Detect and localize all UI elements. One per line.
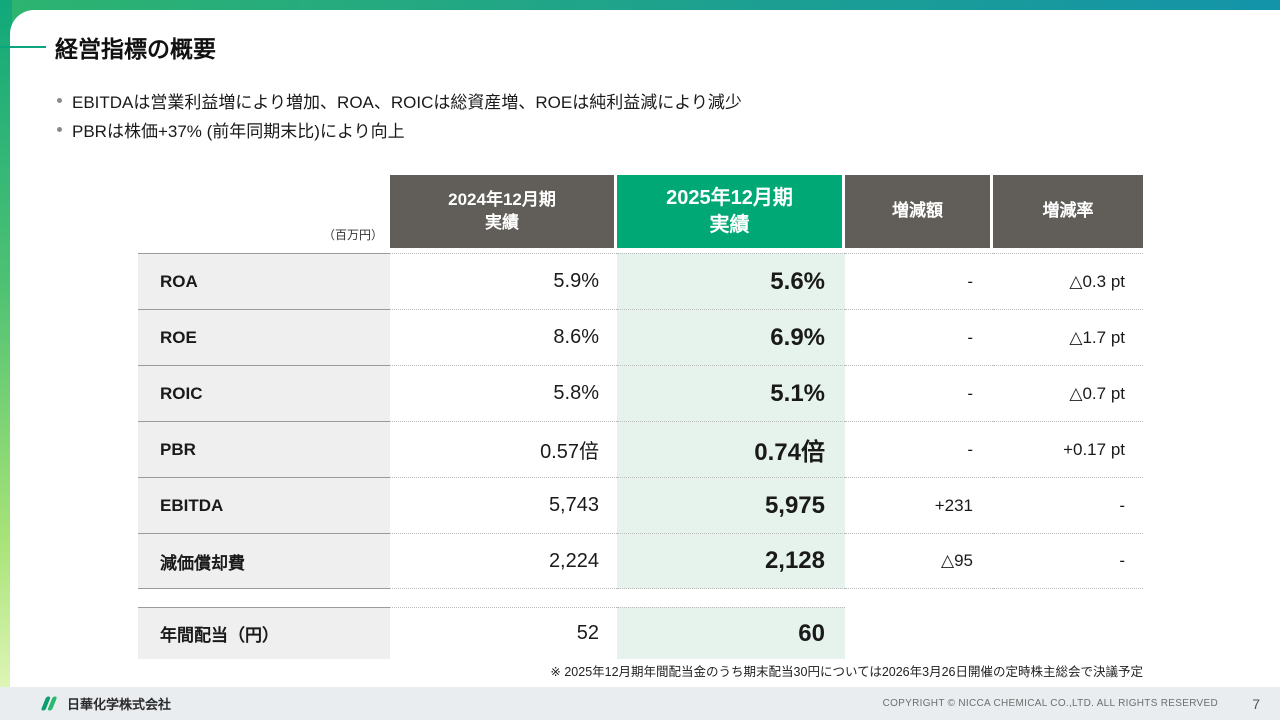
row-label: 減価償却費 [138, 533, 390, 589]
row-label: PBR [138, 421, 390, 477]
column-header-diff: 増減額 [845, 175, 993, 248]
summary-bullets: EBITDAは営業利益増により増加、ROA、ROICは総資産増、ROEは純利益減… [57, 86, 742, 144]
column-header-2025: 2025年12月期 実績 [617, 175, 845, 248]
cell-diff: - [845, 309, 993, 365]
page-title: 経営指標の概要 [55, 36, 216, 62]
cell-2025: 60 [617, 607, 845, 659]
cell-2025: 5.1% [617, 365, 845, 421]
bullet-item: PBRは株価+37% (前年同期末比)により向上 [57, 115, 742, 144]
cell-2025: 0.74倍 [617, 421, 845, 477]
empty-cell [993, 607, 1143, 659]
bullet-dot-icon [57, 127, 62, 132]
cell-2025: 5.6% [617, 253, 845, 309]
metrics-table: （百万円） 2024年12月期 実績 2025年12月期 実績 増減額 増減率 … [138, 175, 1143, 659]
cell-2024: 2,224 [390, 533, 617, 589]
cell-2024: 8.6% [390, 309, 617, 365]
cell-2024: 0.57倍 [390, 421, 617, 477]
column-header-rate: 増減率 [993, 175, 1143, 248]
bullet-text: PBRは株価+37% (前年同期末比)により向上 [72, 122, 405, 141]
empty-cell [845, 607, 993, 659]
row-label: EBITDA [138, 477, 390, 533]
row-label: ROA [138, 253, 390, 309]
cell-rate: - [993, 477, 1143, 533]
cell-diff: △95 [845, 533, 993, 589]
bullet-dot-icon [57, 98, 62, 103]
left-gradient-band [0, 0, 12, 720]
table-spacer [138, 589, 1143, 607]
row-label: ROE [138, 309, 390, 365]
footnote: ※ 2025年12月期年間配当金のうち期末配当30円については2026年3月26… [550, 665, 1143, 679]
cell-rate: △0.3 pt [993, 253, 1143, 309]
company-logo-icon [38, 695, 60, 712]
cell-diff: - [845, 253, 993, 309]
cell-rate: +0.17 pt [993, 421, 1143, 477]
cell-diff: - [845, 365, 993, 421]
cell-2025: 6.9% [617, 309, 845, 365]
copyright-text: COPYRIGHT © NICCA CHEMICAL CO.,LTD. ALL … [882, 698, 1218, 709]
bullet-text: EBITDAは営業利益増により増加、ROA、ROICは総資産増、ROEは純利益減… [72, 93, 742, 112]
cell-2025: 2,128 [617, 533, 845, 589]
title-accent-line [0, 46, 46, 48]
bullet-item: EBITDAは営業利益増により増加、ROA、ROICは総資産増、ROEは純利益減… [57, 86, 742, 115]
page-number: 7 [1252, 695, 1260, 712]
cell-2025: 5,975 [617, 477, 845, 533]
cell-diff: - [845, 421, 993, 477]
cell-rate: - [993, 533, 1143, 589]
cell-2024: 52 [390, 607, 617, 659]
company-name: 日華化学株式会社 [67, 697, 172, 712]
row-label-dividend: 年間配当（円） [138, 607, 390, 659]
cell-rate: △1.7 pt [993, 309, 1143, 365]
footer-bar: 日華化学株式会社 COPYRIGHT © NICCA CHEMICAL CO.,… [0, 687, 1280, 720]
row-label: ROIC [138, 365, 390, 421]
cell-2024: 5,743 [390, 477, 617, 533]
cell-rate: △0.7 pt [993, 365, 1143, 421]
column-header-2024: 2024年12月期 実績 [390, 175, 617, 248]
cell-2024: 5.8% [390, 365, 617, 421]
unit-label: （百万円） [322, 228, 383, 242]
cell-2024: 5.9% [390, 253, 617, 309]
cell-diff: +231 [845, 477, 993, 533]
